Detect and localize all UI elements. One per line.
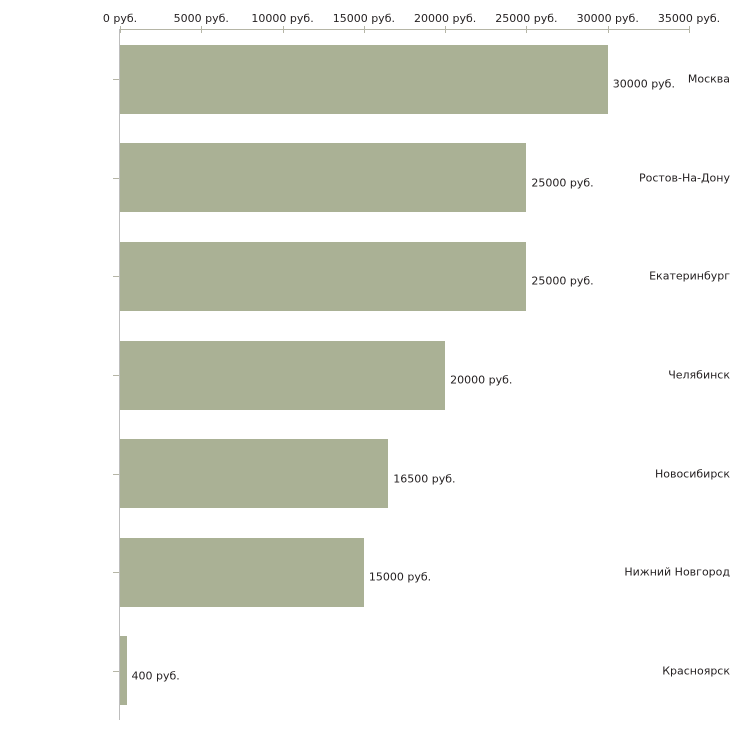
x-axis-tick-label: 0 руб. (102, 12, 138, 25)
x-axis-tick-label: 5000 руб. (173, 12, 229, 25)
bar[interactable] (120, 537, 364, 607)
x-axis-tick (363, 26, 365, 33)
x-axis-tick (445, 26, 447, 33)
bar[interactable] (120, 44, 608, 114)
x-axis-tick (282, 26, 284, 33)
bar[interactable] (120, 636, 127, 706)
x-axis-tick-label: 35000 руб. (657, 12, 721, 25)
y-axis-category-label: Москва (687, 72, 730, 86)
y-axis-tick (113, 276, 119, 277)
y-axis-tick (113, 178, 119, 179)
x-axis-tick-label: 20000 руб. (414, 12, 477, 25)
x-axis-tick (607, 26, 609, 33)
bar[interactable] (120, 241, 527, 311)
x-axis-tick (689, 26, 690, 33)
bar[interactable] (120, 340, 446, 410)
x-axis-tick-label: 15000 руб. (332, 12, 395, 25)
x-axis-line (120, 29, 689, 30)
y-axis-tick (113, 474, 119, 475)
x-axis-tick-label: 10000 руб. (251, 12, 314, 25)
y-axis-category-label: Ростов-На-Дону (638, 171, 730, 185)
y-axis-category-label: Челябинск (668, 368, 730, 382)
bar[interactable] (120, 439, 389, 509)
y-axis-line (119, 29, 120, 720)
bar-value-label: 30000 руб. (612, 77, 675, 91)
y-axis-category-label: Красноярск (662, 664, 730, 678)
bar-value-label: 16500 руб. (393, 472, 456, 486)
bar-value-label: 25000 руб. (531, 274, 594, 288)
bar-value-label: 400 руб. (131, 669, 180, 683)
x-axis-tick-label: 25000 руб. (495, 12, 558, 25)
y-axis-category-label: Екатеринбург (649, 269, 730, 283)
y-axis-tick (113, 671, 119, 672)
x-axis-tick-label: 30000 руб. (576, 12, 639, 25)
y-axis-category-label: Новосибирск (654, 467, 730, 481)
bar[interactable] (120, 143, 527, 213)
y-axis-tick (113, 572, 119, 573)
y-axis-tick (113, 375, 119, 376)
x-axis-tick (120, 26, 121, 33)
bar-value-label: 20000 руб. (450, 373, 513, 387)
x-axis-tick (526, 26, 528, 33)
y-axis-category-label: Нижний Новгород (624, 565, 730, 579)
y-axis-tick (113, 79, 119, 80)
x-axis-tick (201, 26, 203, 33)
bar-value-label: 15000 руб. (368, 570, 432, 584)
bar-value-label: 25000 руб. (531, 176, 594, 190)
